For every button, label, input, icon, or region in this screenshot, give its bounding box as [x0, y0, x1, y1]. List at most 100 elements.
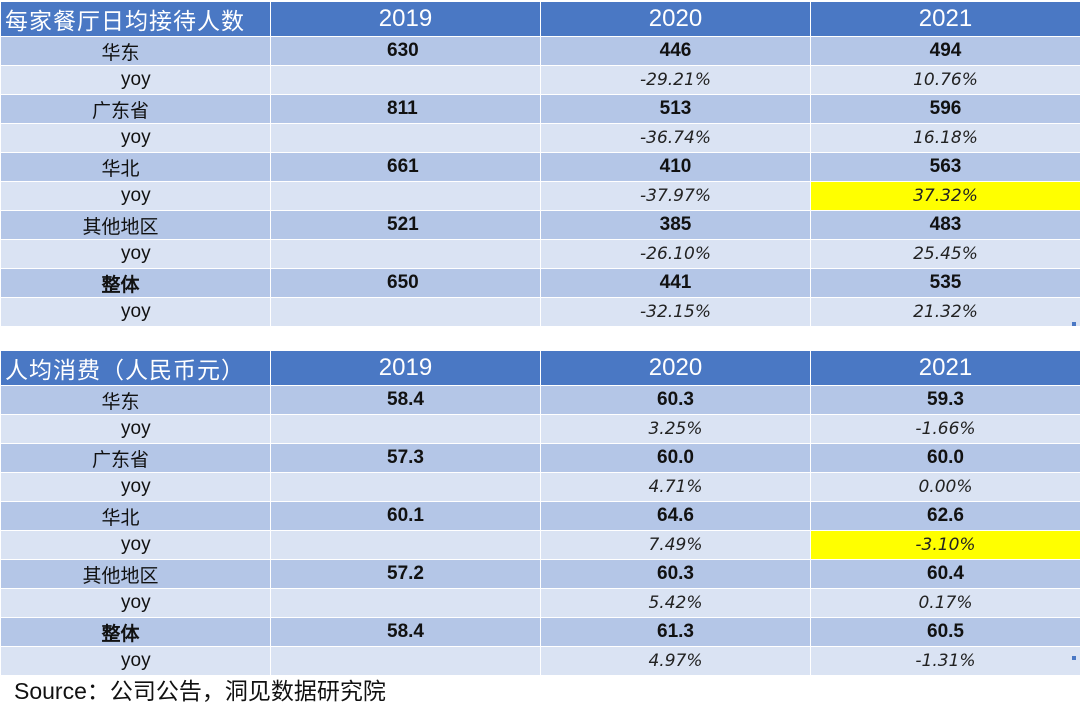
region-label: 华东 [0, 36, 271, 66]
table-header-row: 人均消费（人民币元） 2019 2020 2021 [0, 350, 1080, 386]
yoy-label: yoy [0, 181, 271, 211]
value-2020: 441 [540, 268, 811, 298]
value-2021: 563 [810, 152, 1080, 182]
value-2021: 59.3 [810, 385, 1080, 415]
yoy-2021: 0.17% [810, 588, 1080, 618]
yoy-row: yoy 5.42% 0.17% [0, 588, 1080, 618]
table-header-row: 每家餐厅日均接待人数 2019 2020 2021 [0, 1, 1080, 37]
yoy-label: yoy [0, 472, 271, 502]
yoy-2020: -36.74% [540, 123, 811, 153]
value-2019: 661 [270, 152, 541, 182]
value-2019: 521 [270, 210, 541, 240]
yoy-2021-highlighted: -3.10% [810, 530, 1080, 560]
yoy-2021: -1.31% [810, 646, 1080, 676]
year-header-2021: 2021 [810, 350, 1080, 386]
yoy-2021: 0.00% [810, 472, 1080, 502]
value-2019: 57.3 [270, 443, 541, 473]
value-2019: 630 [270, 36, 541, 66]
table-row: 华北 661 410 563 [0, 152, 1080, 182]
yoy-2019-empty [270, 530, 541, 560]
yoy-2021: 16.18% [810, 123, 1080, 153]
yoy-label: yoy [0, 123, 271, 153]
table-row: 整体 650 441 535 [0, 268, 1080, 298]
yoy-2020: -32.15% [540, 297, 811, 327]
region-label: 华北 [0, 152, 271, 182]
region-label: 广东省 [0, 443, 271, 473]
yoy-2021: 21.32% [810, 297, 1080, 327]
yoy-row: yoy -32.15% 21.32% [0, 297, 1080, 327]
region-label: 整体 [0, 268, 271, 298]
yoy-2020: 4.71% [540, 472, 811, 502]
yoy-2021-highlighted: 37.32% [810, 181, 1080, 211]
yoy-label: yoy [0, 239, 271, 269]
value-2021: 596 [810, 94, 1080, 124]
yoy-label: yoy [0, 414, 271, 444]
year-header-2019: 2019 [270, 350, 541, 386]
value-2019: 57.2 [270, 559, 541, 589]
value-2020: 446 [540, 36, 811, 66]
value-2019: 811 [270, 94, 541, 124]
resize-corner-mark [1072, 656, 1076, 660]
yoy-label: yoy [0, 65, 271, 95]
value-2020: 60.3 [540, 559, 811, 589]
yoy-row: yoy 7.49% -3.10% [0, 530, 1080, 560]
yoy-2019-empty [270, 65, 541, 95]
yoy-2019-empty [270, 239, 541, 269]
yoy-label: yoy [0, 530, 271, 560]
yoy-row: yoy 4.97% -1.31% [0, 646, 1080, 676]
yoy-2020: 5.42% [540, 588, 811, 618]
table-row: 广东省 57.3 60.0 60.0 [0, 443, 1080, 473]
yoy-row: yoy -29.21% 10.76% [0, 65, 1080, 95]
table-title: 每家餐厅日均接待人数 [0, 1, 271, 37]
yoy-2020: -26.10% [540, 239, 811, 269]
spend-per-capita-table: 人均消费（人民币元） 2019 2020 2021 华东 58.4 60.3 5… [0, 350, 1080, 676]
table-row: 华北 60.1 64.6 62.6 [0, 501, 1080, 531]
region-label: 整体 [0, 617, 271, 647]
year-header-2020: 2020 [540, 1, 811, 37]
value-2020: 64.6 [540, 501, 811, 531]
value-2019: 58.4 [270, 385, 541, 415]
yoy-2019-empty [270, 297, 541, 327]
value-2021: 62.6 [810, 501, 1080, 531]
value-2020: 385 [540, 210, 811, 240]
yoy-label: yoy [0, 646, 271, 676]
value-2020: 410 [540, 152, 811, 182]
value-2021: 494 [810, 36, 1080, 66]
yoy-2019-empty [270, 472, 541, 502]
source-note: Source：公司公告，洞见数据研究院 [14, 678, 386, 704]
yoy-label: yoy [0, 297, 271, 327]
yoy-row: yoy -36.74% 16.18% [0, 123, 1080, 153]
table-row: 华东 58.4 60.3 59.3 [0, 385, 1080, 415]
yoy-2019-empty [270, 588, 541, 618]
value-2020: 60.0 [540, 443, 811, 473]
value-2021: 60.5 [810, 617, 1080, 647]
value-2021: 60.0 [810, 443, 1080, 473]
value-2020: 60.3 [540, 385, 811, 415]
value-2019: 60.1 [270, 501, 541, 531]
table-row: 广东省 811 513 596 [0, 94, 1080, 124]
yoy-2019-empty [270, 123, 541, 153]
yoy-2020: -37.97% [540, 181, 811, 211]
value-2021: 535 [810, 268, 1080, 298]
yoy-2020: -29.21% [540, 65, 811, 95]
region-label: 华东 [0, 385, 271, 415]
table-row: 其他地区 57.2 60.3 60.4 [0, 559, 1080, 589]
value-2019: 650 [270, 268, 541, 298]
year-header-2019: 2019 [270, 1, 541, 37]
daily-visitors-table: 每家餐厅日均接待人数 2019 2020 2021 华东 630 446 494… [0, 1, 1080, 327]
table-row: 整体 58.4 61.3 60.5 [0, 617, 1080, 647]
value-2021: 483 [810, 210, 1080, 240]
yoy-2020: 3.25% [540, 414, 811, 444]
yoy-2021: -1.66% [810, 414, 1080, 444]
yoy-2019-empty [270, 181, 541, 211]
value-2021: 60.4 [810, 559, 1080, 589]
year-header-2020: 2020 [540, 350, 811, 386]
table-title: 人均消费（人民币元） [0, 350, 271, 386]
yoy-2019-empty [270, 414, 541, 444]
value-2019: 58.4 [270, 617, 541, 647]
yoy-row: yoy 3.25% -1.66% [0, 414, 1080, 444]
yoy-row: yoy 4.71% 0.00% [0, 472, 1080, 502]
resize-corner-mark [1072, 322, 1076, 326]
value-2020: 61.3 [540, 617, 811, 647]
table-row: 其他地区 521 385 483 [0, 210, 1080, 240]
